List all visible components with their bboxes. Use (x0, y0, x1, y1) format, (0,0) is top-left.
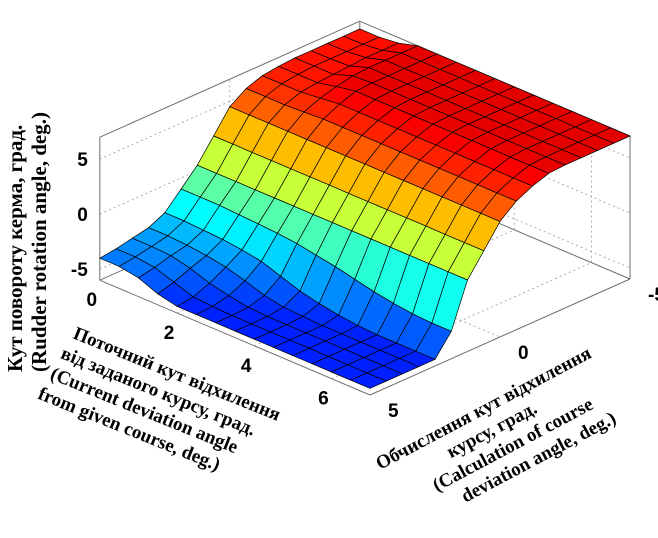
z-tick-label: -5 (71, 260, 88, 281)
z-tick-label: 5 (77, 150, 88, 171)
y-axis-label: Обчислення кут відхилення курсу, град. (… (372, 343, 619, 507)
y-tick-label: 0 (518, 343, 529, 364)
floor-edge-front-right (369, 278, 631, 396)
top-edge-left (99, 20, 361, 138)
x-tick-label: 2 (164, 323, 175, 344)
x-tick-label: 4 (241, 356, 252, 377)
y-tick-label: -5 (648, 285, 658, 306)
z-axis-label-line1: Кут повороту керма, град. (3, 125, 27, 372)
y-tick-label: 5 (388, 401, 399, 422)
x-tick-label: 6 (318, 389, 329, 410)
surface-mesh (99, 28, 631, 389)
z-axis-label-line2: (Rudder rotation angle, deg.) (27, 112, 51, 372)
z-tick-label: 0 (77, 205, 88, 226)
tick-labels: 5 0 -5 0 2 4 6 5 0 -5 (71, 150, 658, 422)
floor-edge-front-left (99, 279, 371, 396)
x-axis-label: Поточний кут відхилення від заданого кур… (35, 323, 283, 476)
z-axis-label: Кут повороту керма, град. (Rudder rotati… (3, 112, 51, 372)
surface-cell-13-0 (349, 372, 388, 389)
x-tick-label: 0 (87, 290, 98, 311)
